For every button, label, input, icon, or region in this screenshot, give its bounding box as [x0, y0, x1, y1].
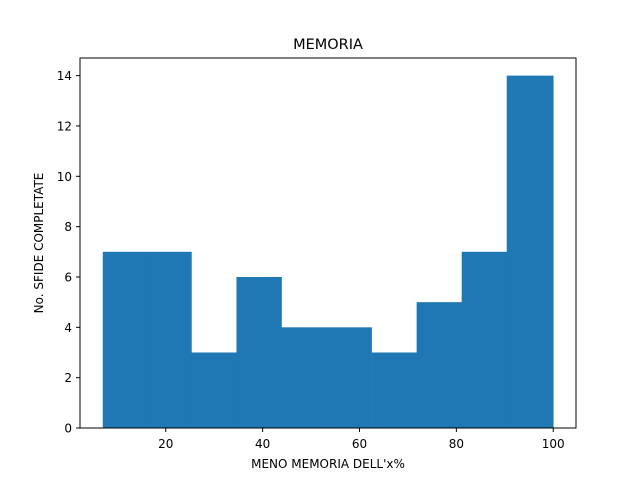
y-tick-label: 8	[64, 220, 72, 234]
histogram-bar	[461, 251, 508, 428]
x-tick-label: 80	[449, 437, 464, 451]
y-axis-label: No. SFIDE COMPLETATE	[32, 173, 46, 314]
y-tick-label: 4	[64, 321, 72, 335]
histogram-bar	[326, 327, 372, 428]
y-axis-ticks: 0 2 4 6 8 10 12 14	[57, 69, 80, 436]
y-tick-label: 2	[64, 371, 72, 385]
x-tick-label: 60	[352, 437, 367, 451]
histogram-bar	[146, 251, 192, 428]
x-axis-ticks: 20 40 60 80 100	[158, 428, 565, 451]
y-tick-label: 14	[57, 69, 72, 83]
y-tick-label: 6	[64, 270, 72, 284]
y-tick-label: 10	[57, 170, 72, 184]
histogram-bar	[191, 352, 237, 428]
histogram-bar	[371, 352, 417, 428]
x-axis-label: MENO MEMORIA DELL'x%	[251, 457, 405, 471]
x-tick-label: 20	[158, 437, 173, 451]
y-tick-label: 12	[57, 119, 72, 133]
y-tick-label: 0	[64, 422, 72, 436]
bars-group	[102, 75, 554, 428]
histogram-bar	[416, 302, 462, 428]
x-tick-label: 40	[255, 437, 270, 451]
axes-frame	[79, 57, 577, 429]
histogram-bar	[281, 327, 327, 428]
histogram-bar	[236, 276, 282, 428]
chart-title: MEMORIA	[293, 37, 363, 53]
x-tick-label: 100	[542, 437, 565, 451]
histogram-bar	[506, 75, 554, 428]
histogram-bar	[102, 251, 147, 428]
